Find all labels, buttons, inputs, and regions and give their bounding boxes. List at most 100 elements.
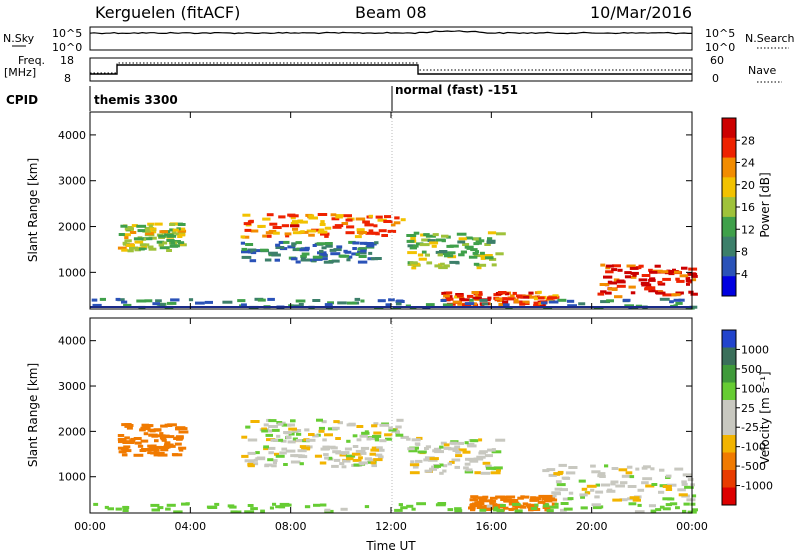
- echo-cell: [115, 507, 122, 511]
- freq-label-1: Freq.: [18, 54, 45, 67]
- echo-cell: [591, 503, 601, 507]
- echo-cell: [284, 232, 292, 236]
- echo-cell: [491, 263, 497, 267]
- echo-cell: [480, 256, 486, 260]
- echo-cell: [486, 504, 493, 508]
- echo-cell: [447, 462, 452, 466]
- echo-cell: [164, 443, 174, 447]
- echo-cell: [123, 445, 131, 449]
- echo-cell: [472, 251, 479, 255]
- y-tick-label: 2000: [58, 221, 86, 234]
- echo-cell: [469, 459, 479, 463]
- echo-cell: [339, 453, 347, 457]
- echo-cell: [553, 472, 563, 476]
- nave-tick-top: 60: [710, 54, 724, 67]
- echo-cell: [301, 252, 310, 256]
- echo-cell: [381, 234, 388, 237]
- echo-cell: [159, 230, 168, 234]
- echo-cell: [600, 300, 610, 304]
- echo-cell: [530, 496, 536, 500]
- echo-cell: [611, 268, 618, 272]
- echo-cell: [549, 498, 556, 502]
- echo-cell: [262, 217, 271, 221]
- echo-cell: [662, 507, 671, 511]
- echo-cell: [269, 506, 274, 510]
- echo-cell: [276, 421, 283, 424]
- echo-cell: [487, 231, 497, 235]
- echo-cell: [160, 424, 168, 428]
- echo-cell: [143, 432, 149, 436]
- cpid-mode-2: normal (fast) -151: [395, 83, 518, 97]
- echo-cell: [346, 457, 354, 461]
- y-tick-label: 2000: [58, 425, 86, 438]
- echo-cell: [660, 270, 669, 274]
- echo-cell: [597, 472, 606, 476]
- echo-cell: [477, 241, 482, 245]
- echo-cell: [630, 291, 636, 295]
- echo-cell: [606, 299, 614, 303]
- echo-cell: [300, 254, 307, 258]
- echo-cell: [278, 215, 286, 219]
- echo-cell: [612, 498, 622, 502]
- echo-cell: [538, 500, 546, 504]
- echo-cell: [464, 441, 469, 445]
- echo-cell: [360, 231, 367, 234]
- echo-cell: [147, 222, 155, 226]
- echo-cell: [263, 445, 269, 449]
- echo-cell: [371, 424, 378, 428]
- echo-cell: [290, 221, 299, 225]
- echo-cell: [144, 226, 155, 230]
- echo-cell: [377, 448, 385, 452]
- echo-cell: [303, 446, 311, 450]
- echo-cell: [437, 253, 443, 257]
- echo-cell: [244, 459, 255, 463]
- echo-cell: [148, 236, 157, 240]
- echo-cell: [485, 256, 494, 260]
- echo-cell: [688, 290, 694, 294]
- echo-cell: [358, 255, 367, 258]
- echo-cell: [385, 303, 391, 307]
- echo-cell: [320, 220, 325, 224]
- colorbar-swatch: [722, 417, 736, 436]
- echo-cell: [390, 223, 396, 227]
- echo-cell: [358, 251, 367, 255]
- echo-cell: [580, 506, 588, 510]
- echo-cell: [269, 222, 278, 226]
- echo-cell: [595, 490, 604, 494]
- echo-cell: [263, 423, 269, 427]
- echo-cell: [157, 453, 168, 457]
- echo-cell: [274, 452, 280, 456]
- echo-cell: [177, 229, 187, 233]
- echo-cell: [677, 488, 686, 492]
- colorbar-swatch: [722, 382, 736, 401]
- echo-cell: [163, 445, 171, 449]
- echo-cell: [508, 502, 514, 506]
- echo-cell: [562, 497, 572, 501]
- echo-cell: [287, 423, 295, 427]
- echo-cell: [344, 447, 352, 451]
- echo-cell: [471, 291, 479, 294]
- echo-cell: [245, 243, 254, 246]
- echo-cell: [292, 231, 302, 235]
- echo-cell: [375, 446, 383, 450]
- echo-cell: [479, 450, 488, 454]
- echo-cell: [364, 223, 374, 227]
- echo-cell: [300, 257, 306, 261]
- echo-cell: [585, 491, 591, 495]
- echo-cell: [345, 218, 353, 222]
- echo-cell: [117, 434, 125, 437]
- echo-cell: [285, 449, 296, 453]
- echo-cell: [429, 457, 439, 461]
- echo-cell: [462, 243, 470, 246]
- echo-cell: [406, 504, 414, 508]
- echo-cell: [358, 461, 368, 465]
- echo-cell: [325, 244, 333, 248]
- echo-cell: [333, 420, 340, 424]
- echo-cell: [93, 502, 99, 506]
- y-tick-label: 4000: [58, 335, 86, 348]
- cpid-label: CPID: [6, 93, 38, 107]
- echo-cell: [280, 240, 290, 244]
- echo-cell: [384, 215, 392, 219]
- echo-cell: [396, 299, 404, 303]
- echo-cell: [365, 231, 375, 235]
